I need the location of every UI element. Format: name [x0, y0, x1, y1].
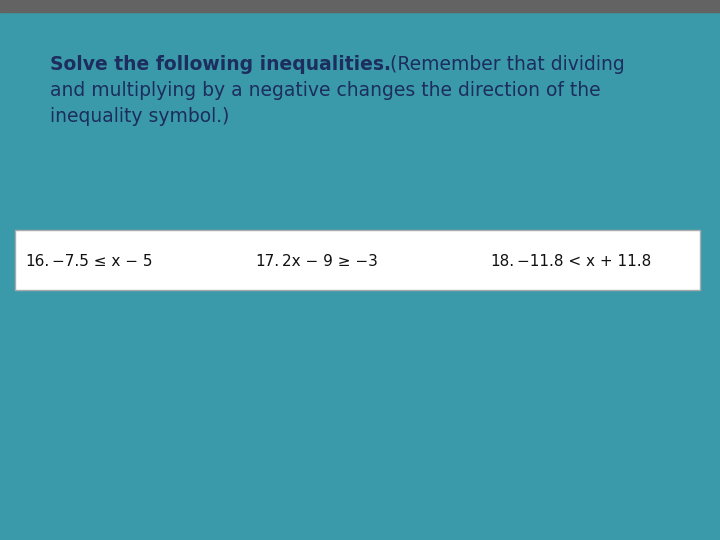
Bar: [0, 0, 720, 12]
Text: (Remember that dividing: (Remember that dividing: [390, 55, 625, 74]
Text: 16.: 16.: [25, 253, 49, 268]
Text: 17.: 17.: [255, 253, 279, 268]
Text: inequality symbol.): inequality symbol.): [50, 107, 230, 126]
Text: −7.5 ≤ x − 5: −7.5 ≤ x − 5: [52, 253, 153, 268]
Text: and multiplying by a negative changes the direction of the: and multiplying by a negative changes th…: [50, 81, 600, 100]
Text: Solve the following inequalities.: Solve the following inequalities.: [50, 55, 391, 74]
Bar: [15, 230, 700, 290]
Text: −11.8 < x + 11.8: −11.8 < x + 11.8: [517, 253, 652, 268]
Text: 18.: 18.: [490, 253, 514, 268]
Text: 2x − 9 ≥ −3: 2x − 9 ≥ −3: [282, 253, 378, 268]
